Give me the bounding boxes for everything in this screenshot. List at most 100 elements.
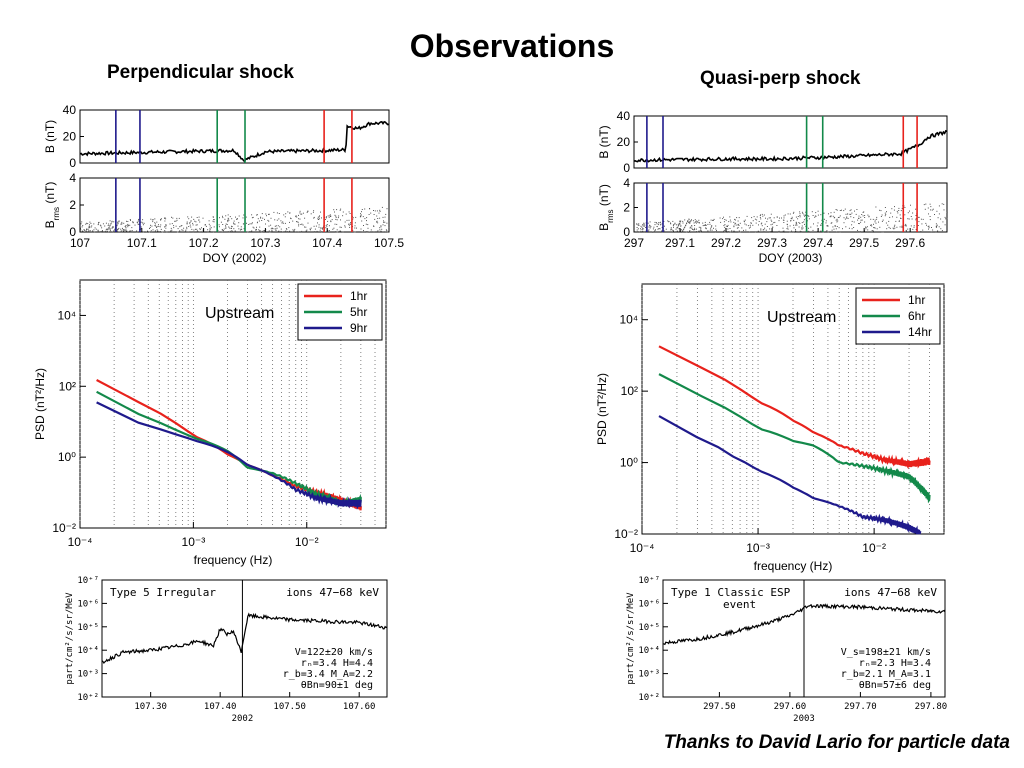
brms-point	[803, 221, 805, 223]
brms-point	[97, 230, 99, 232]
brms-point	[197, 231, 199, 233]
brms-point	[339, 231, 341, 233]
brms-point	[786, 220, 788, 222]
brms-point	[791, 216, 793, 218]
brms-point	[730, 221, 732, 223]
brms-point	[770, 231, 772, 232]
brms-point	[733, 225, 735, 227]
brms-point	[876, 218, 878, 220]
brms-point	[373, 214, 375, 215]
brms-point	[189, 222, 190, 224]
brms-point	[217, 229, 219, 231]
brms-point	[837, 220, 839, 222]
brms-point	[799, 230, 801, 232]
brms-point	[876, 216, 878, 218]
brms-point	[300, 224, 302, 225]
brms-point	[872, 218, 874, 220]
brms-point	[152, 219, 154, 221]
brms-point	[827, 225, 829, 227]
brms-point	[879, 226, 881, 228]
brms-point	[261, 230, 263, 232]
brms-point	[376, 221, 377, 223]
brms-point	[783, 222, 785, 223]
brms-point	[275, 228, 277, 230]
brms-point	[87, 228, 89, 230]
brms-point	[776, 225, 778, 226]
brms-point	[738, 217, 740, 219]
brms-point	[246, 222, 247, 224]
brms-point	[686, 222, 688, 224]
brms-point	[921, 223, 923, 225]
brms-point	[674, 222, 676, 224]
brms-point	[801, 228, 803, 230]
brms-point	[754, 231, 756, 233]
brms-point	[658, 222, 660, 223]
brms-point	[113, 230, 115, 232]
brms-point	[905, 230, 907, 232]
brms-point	[665, 228, 667, 230]
brms-point	[165, 227, 167, 229]
brms-point	[760, 228, 762, 230]
brms-point	[707, 230, 709, 232]
brms-point	[299, 210, 301, 212]
brms-point	[692, 229, 694, 230]
brms-point	[181, 225, 183, 226]
brms-point	[227, 231, 229, 233]
brms-point	[142, 231, 144, 233]
brms-point	[156, 226, 157, 228]
brms-point	[694, 229, 696, 230]
brms-point	[737, 220, 739, 222]
brms-point	[269, 231, 271, 233]
brms-point	[336, 229, 338, 231]
brms-point	[368, 214, 370, 215]
brms-point	[830, 216, 832, 218]
brms-point	[101, 227, 103, 229]
brms-point	[640, 228, 641, 230]
brms-point	[173, 227, 175, 229]
x-tick-label: 107.5	[374, 236, 404, 250]
brms-point	[667, 220, 669, 222]
brms-point	[142, 224, 144, 226]
brms-point	[381, 206, 383, 208]
brms-point	[798, 222, 800, 223]
brms-point	[256, 226, 257, 228]
x-axis-label: 2002	[232, 714, 254, 724]
brms-point	[915, 215, 917, 216]
brms-point	[342, 215, 344, 217]
brms-point	[729, 228, 731, 229]
brms-point	[186, 221, 188, 223]
brms-point	[295, 215, 297, 217]
brms-point	[936, 226, 938, 228]
brms-point	[763, 231, 765, 233]
brms-point	[363, 225, 364, 226]
brms-point	[89, 230, 91, 232]
brms-point	[354, 222, 356, 224]
brms-point	[86, 222, 88, 224]
brms-point	[94, 227, 96, 229]
x-tick-label: 10⁻⁴	[68, 535, 93, 549]
brms-point	[672, 229, 674, 231]
brms-point	[156, 225, 158, 227]
brms-point	[880, 210, 882, 212]
brms-point	[109, 227, 111, 229]
brms-point	[212, 231, 214, 233]
brms-point	[712, 219, 714, 221]
brms-point	[905, 225, 907, 227]
brms-point	[339, 226, 341, 228]
brms-point	[85, 223, 87, 225]
brms-point	[723, 225, 725, 227]
brms-point	[679, 221, 681, 223]
brms-point	[705, 224, 707, 226]
x-axis-label: DOY (2002)	[203, 251, 267, 265]
brms-point	[268, 230, 270, 232]
brms-point	[178, 217, 180, 219]
brms-point	[165, 224, 167, 226]
brms-point	[338, 230, 340, 232]
brms-point	[239, 229, 241, 231]
brms-point	[379, 217, 381, 219]
x-tick-label: 107.4	[312, 236, 342, 250]
panel-frame	[633, 182, 948, 233]
brms-point	[705, 227, 707, 229]
brms-point	[934, 214, 935, 215]
